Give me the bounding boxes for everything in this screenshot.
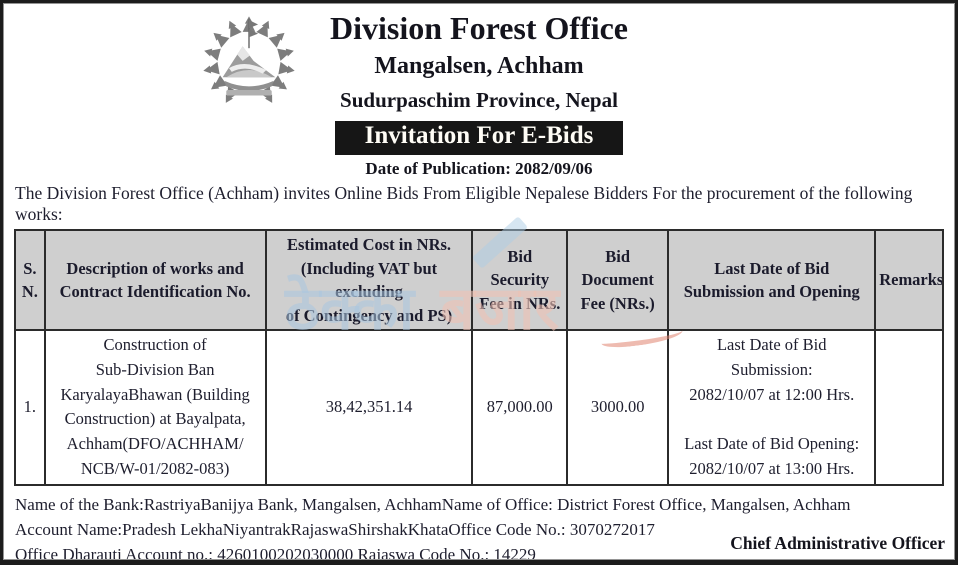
invitation-banner: Invitation For E-Bids — [334, 120, 624, 155]
col-bid-security: Bid Security Fee in NRs. — [471, 229, 569, 332]
col-sn: S. N. — [14, 229, 46, 332]
nepal-government-emblem-icon — [202, 16, 296, 107]
office-province: Sudurpaschim Province, Nepal — [340, 87, 618, 112]
cell-remarks — [874, 329, 944, 486]
col-remarks: Remarks — [874, 229, 944, 332]
footer-line-dharauti: Office Dharauti Account no.: 42601002020… — [15, 544, 536, 564]
cell-sn: 1. — [14, 329, 46, 486]
document-header: Division Forest Office Mangalsen, Achham… — [3, 3, 955, 179]
table-row: 1. Construction of Sub-Division Ban Kary… — [14, 329, 944, 486]
cell-description: Construction of Sub-Division Ban Karyala… — [43, 329, 267, 486]
cell-last-date: Last Date of Bid Submission: 2082/10/07 … — [667, 329, 877, 486]
footer-line-account: Account Name:Pradesh LekhaNiyantrakRajas… — [15, 519, 655, 539]
footer-info: Name of the Bank:RastriyaBanijya Bank, M… — [15, 492, 943, 564]
cell-bid-document-fee: 3000.00 — [566, 329, 670, 486]
col-description: Description of works and Contract Identi… — [43, 229, 267, 332]
cell-estimated-cost: 38,42,351.14 — [264, 329, 474, 486]
intro-text: The Division Forest Office (Achham) invi… — [15, 182, 913, 225]
col-last-date: Last Date of Bid Submission and Opening — [667, 229, 877, 332]
footer-line-bank: Name of the Bank:RastriyaBanijya Bank, M… — [15, 494, 851, 514]
table-header-row: S. N. Description of works and Contract … — [14, 229, 944, 332]
publication-date: Date of Publication: 2082/09/06 — [365, 158, 593, 178]
col-estimated-cost: Estimated Cost in NRs. (Including VAT bu… — [264, 229, 474, 332]
office-title: Division Forest Office — [329, 10, 628, 46]
bids-table: S. N. Description of works and Contract … — [14, 229, 944, 486]
col-bid-document: Bid Document Fee (NRs.) — [566, 229, 670, 332]
signature-title: Chief Administrative Officer — [730, 533, 945, 553]
office-location: Mangalsen, Achham — [374, 52, 584, 79]
cell-bid-security-fee: 87,000.00 — [471, 329, 569, 486]
